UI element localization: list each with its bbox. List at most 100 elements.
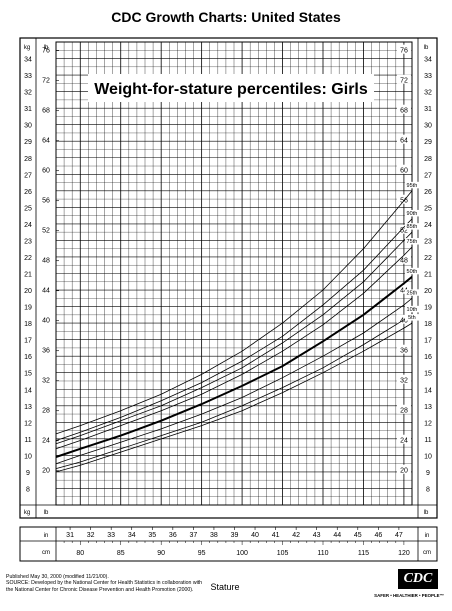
kg-tick-left: 23 — [24, 238, 32, 245]
in-tick-label: 46 — [374, 532, 382, 539]
curve-label-95th: 95th — [407, 183, 418, 189]
kg-tick-right: 25 — [424, 205, 432, 212]
lb-label-bg — [38, 284, 54, 294]
curve-label-bg — [404, 267, 419, 275]
lb-tick-right: 44 — [400, 288, 408, 295]
footer-text: Published May 30, 2000 (modified 11/21/0… — [6, 574, 202, 593]
axis-labels: 8 8 9 9 10 10 11 11 12 12 13 13 14 14 15 15 16 16 17 17 18 18… — [24, 44, 432, 557]
lb-label-bg — [397, 224, 411, 234]
kg-tick-left: 17 — [24, 338, 32, 345]
cm-tick-label: 100 — [236, 550, 248, 557]
lb-label-bg — [397, 284, 411, 294]
kg-tick-left: 19 — [24, 305, 32, 312]
curve-label-10th: 10th — [407, 307, 418, 313]
lb-label-bg — [397, 464, 411, 474]
chart-title-box — [88, 74, 374, 102]
lb-tick-left: 60 — [42, 168, 50, 175]
lb-label-bg — [397, 74, 411, 84]
lb-tick-right: 64 — [400, 138, 408, 145]
kg-tick-right: 20 — [424, 288, 432, 295]
lb-tick-right: 48 — [400, 258, 408, 265]
lb-label-bg — [38, 404, 54, 414]
cm-tick-label: 90 — [157, 550, 165, 557]
kg-tick-right: 28 — [424, 156, 432, 163]
cm-tick-label: 120 — [398, 550, 410, 557]
lb-label-bg — [38, 434, 54, 444]
kg-tick-right: 13 — [424, 404, 432, 411]
lb-tick-left: 64 — [42, 138, 50, 145]
kg-tick-left: 13 — [24, 404, 32, 411]
lb-tick-left: 36 — [42, 348, 50, 355]
lb-label-bg — [38, 104, 54, 114]
lb-tick-left: 48 — [42, 258, 50, 265]
lb-tick-right: 68 — [400, 108, 408, 115]
curve-95th — [55, 190, 413, 435]
lb-label-bg — [38, 74, 54, 84]
curve-5th — [55, 322, 413, 473]
kg-tick-right: 32 — [424, 90, 432, 97]
lb-label-bg — [38, 254, 54, 264]
lb-tick-right: 36 — [400, 348, 408, 355]
lb-tick-right: 40 — [400, 318, 408, 325]
lb-tick-left: 76 — [42, 48, 50, 55]
in-tick-label: 41 — [272, 532, 280, 539]
kg-tick-left: 28 — [24, 156, 32, 163]
curve-90th — [55, 218, 413, 441]
footer-source: SOURCE: Developed by the National Center… — [6, 580, 203, 587]
lb-label-bg — [38, 314, 54, 324]
cm-unit-right: cm — [423, 550, 431, 556]
kg-tick-right: 31 — [424, 106, 432, 113]
curve-label-bg — [404, 238, 419, 245]
lb-tick-left: 52 — [42, 228, 50, 235]
lb-unit-top-left: lb — [44, 45, 49, 51]
outer-frame — [19, 37, 438, 519]
footer-published: Published May 30, 2000 (modified 11/21/0… — [6, 574, 109, 580]
kg-tick-right: 34 — [424, 57, 432, 64]
kg-tick-right: 21 — [424, 272, 432, 279]
kg-tick-left: 15 — [24, 371, 32, 378]
in-tick-label: 34 — [128, 532, 136, 539]
curve-25th — [55, 297, 413, 465]
kg-unit-bottom-left: kg — [24, 510, 30, 516]
lb-unit-top-right: lb — [424, 45, 429, 51]
in-tick-label: 36 — [169, 532, 177, 539]
in-tick-label: 32 — [87, 532, 95, 539]
lb-tick-left: 28 — [42, 408, 50, 415]
kg-tick-right: 27 — [424, 172, 432, 179]
in-unit-right: in — [425, 533, 430, 539]
lb-label-bg — [397, 134, 411, 144]
kg-tick-right: 15 — [424, 371, 432, 378]
curve-label-25th: 25th — [407, 290, 418, 296]
page-title: CDC Growth Charts: United States — [111, 9, 341, 25]
curve-label-50th: 50th — [407, 269, 418, 275]
in-tick-label: 44 — [333, 532, 341, 539]
chart-frame — [19, 37, 438, 562]
lb-tick-right: 20 — [400, 468, 408, 475]
kg-tick-left: 14 — [24, 387, 32, 394]
lb-tick-right: 52 — [400, 228, 408, 235]
kg-tick-left: 9 — [26, 470, 30, 477]
curve-label-75th: 75th — [407, 239, 418, 245]
curve-label-bg — [404, 314, 419, 321]
curve-label-bg — [404, 305, 419, 313]
lb-tick-right: 24 — [400, 438, 408, 445]
lb-tick-left: 20 — [42, 468, 50, 475]
kg-tick-right: 10 — [424, 453, 432, 460]
kg-tick-right: 30 — [424, 123, 432, 130]
lb-label-bg — [38, 464, 54, 474]
kg-tick-right: 23 — [424, 238, 432, 245]
percentile-curves: 95th 90th 85th 75th 50th 25th 10th 5th — [55, 181, 419, 473]
curve-50th — [55, 276, 413, 458]
lb-label-bg — [38, 194, 54, 204]
kg-tick-right: 16 — [424, 354, 432, 361]
lb-label-bg — [38, 224, 54, 234]
curve-label-bg — [404, 209, 419, 217]
in-tick-label: 37 — [189, 532, 197, 539]
curve-label-85th: 85th — [407, 224, 418, 230]
lb-tick-left: 68 — [42, 108, 50, 115]
in-tick-label: 42 — [292, 532, 300, 539]
curve-75th — [55, 246, 413, 450]
in-tick-label: 40 — [251, 532, 259, 539]
lb-tick-right: 56 — [400, 198, 408, 205]
